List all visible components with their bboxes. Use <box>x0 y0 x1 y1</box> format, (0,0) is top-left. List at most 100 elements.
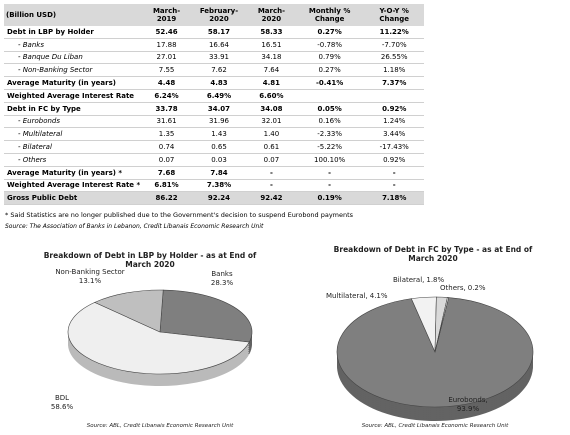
table-cell: 6.60% <box>247 89 295 103</box>
slice-label: Bilateral, <box>393 276 424 284</box>
table-cell: 0.05% <box>294 102 365 116</box>
chart-title: Breakdown of Debt in LBP by Holder - as … <box>44 251 257 269</box>
table-cell: 0.27% <box>294 63 365 78</box>
debt-table: (Billion USD) March-2019 February-2020 Marc… <box>4 4 424 206</box>
table-cell: Average Maturity (in years) <box>4 76 144 90</box>
table-cell: 7.38% <box>189 179 248 193</box>
pie-slice <box>94 289 164 333</box>
table-cell: -5.22% <box>294 140 365 154</box>
table-cell: - Bilateral <box>4 140 144 154</box>
header-cell: February-2020 <box>189 4 248 26</box>
header-cell: Monthly % Change <box>294 4 365 26</box>
chart-source: Source: ABL, Credit Libanais Economic Re… <box>362 423 509 429</box>
table-cell: 0.92% <box>364 102 424 116</box>
table-cell: -0.78% <box>294 38 365 52</box>
pie-slice <box>67 302 250 375</box>
table-row: - Multilateral 1.35 1.43 1.40 -2.33% 3.44% <box>4 127 424 142</box>
table-cell: - <box>364 166 424 180</box>
slice-label: Non-Banking Sector <box>55 268 124 276</box>
slice-value: 28.3% <box>211 279 234 287</box>
table-cell: 33.91 <box>189 51 248 65</box>
table-cell: Weighted Average Interest Rate <box>4 89 144 103</box>
table-row: Average Maturity (in years) * 7.68 7.84- - - <box>4 166 424 180</box>
header-cell: (Billion USD) <box>4 4 144 26</box>
slice-value: 13.1% <box>79 277 102 285</box>
table-row: - Others 0.07 0.03 0.07 100.10% 0.92% <box>4 153 424 167</box>
table-row: - Banks 17.88 16.64 16.51 -0.78% -7.70% <box>4 38 424 52</box>
table-cell: - <box>294 166 365 180</box>
table-cell: 0.79% <box>294 51 365 65</box>
table-cell: 27.01 <box>143 51 190 65</box>
table-row: Weighted Average Interest Rate 6.24% 6.49%… <box>4 89 424 103</box>
table-cell: 7.68 <box>143 166 190 180</box>
slice-label: BDL <box>55 394 69 402</box>
slice-value: 0.2% <box>468 284 486 292</box>
table-cell: 1.18% <box>364 63 424 78</box>
table-cell: 7.84 <box>189 166 248 180</box>
table-cell: 0.07 <box>143 153 190 167</box>
slice-value: 58.6% <box>51 403 74 411</box>
table-cell: 11.22% <box>364 26 424 39</box>
header-cell: Y-O-Y % Change <box>364 4 424 26</box>
table-cell: 7.55 <box>143 63 190 78</box>
table-cell: 7.62 <box>189 63 248 78</box>
table-cell: 34.08 <box>247 102 295 116</box>
table-cell: 0.74 <box>143 140 190 154</box>
footnote: * Said Statistics are no longer publishe… <box>5 211 354 219</box>
table-cell: 17.88 <box>143 38 190 52</box>
table-cell <box>294 89 365 103</box>
header-cell: March-2019 <box>143 4 190 26</box>
table-cell: -0.41% <box>294 76 365 90</box>
table-cell: -2.33% <box>294 127 365 142</box>
table-cell: 52.46 <box>143 26 190 39</box>
table-cell: 0.65 <box>189 140 248 154</box>
table-cell: 31.96 <box>189 115 248 129</box>
table-cell: 6.24% <box>143 89 190 103</box>
table-source: Source: The Association of Banks in Leba… <box>5 223 264 230</box>
table-cell: Weighted Average Interest Rate * <box>4 179 144 193</box>
header-row: (Billion USD) March-2019 February-2020 Marc… <box>4 4 424 26</box>
table-cell: Debt in LBP by Holder <box>4 26 144 39</box>
table-cell: 4.83 <box>189 76 248 90</box>
table-row: Debt in FC by Type 33.78 34.07 34.08 0.05% 0.… <box>4 102 424 116</box>
table-cell: - <box>294 179 365 193</box>
table-cell: 4.81 <box>247 76 295 90</box>
table-cell: 58.17 <box>189 26 248 39</box>
table-row: Debt in LBP by Holder 52.46 58.17 58.33 0.27… <box>4 26 424 39</box>
table-row: Weighted Average Interest Rate * 6.81% 7.3… <box>4 179 424 193</box>
pie-slice <box>434 297 450 353</box>
slice-value: 4.1% <box>370 292 388 300</box>
pie-slice <box>336 297 534 408</box>
pie-slice <box>159 289 253 343</box>
table-cell: 1.24% <box>364 115 424 129</box>
table-cell: 34.18 <box>247 51 295 65</box>
table-row: - Banque Du Liban 27.01 33.91 34.18 0.79% 26.… <box>4 51 424 65</box>
table-cell: 1.43 <box>189 127 248 142</box>
table-cell: -7.70% <box>364 38 424 52</box>
slice-label: Others, <box>440 284 466 292</box>
slice-label: Eurobonds, <box>448 396 487 404</box>
table-cell: Gross Public Debt <box>4 191 144 206</box>
table-cell: 0.16% <box>294 115 365 129</box>
table-row: - Bilateral 0.74 0.65 0.61 -5.22% -17.43% <box>4 140 424 154</box>
table-cell: - Eurobonds <box>4 115 144 129</box>
table-cell: 92.42 <box>247 191 295 206</box>
table-cell: 100.10% <box>294 153 365 167</box>
table-cell: - Banque Du Liban <box>4 51 144 65</box>
table-cell <box>364 89 424 103</box>
table-cell: 3.44% <box>364 127 424 142</box>
table-cell: 34.07 <box>189 102 248 116</box>
table-cell: 0.92% <box>364 153 424 167</box>
table-row: - Eurobonds 31.61 31.96 32.01 0.16% 1.24% <box>4 115 424 129</box>
table-cell: 16.51 <box>247 38 295 52</box>
table-cell: - <box>247 166 295 180</box>
table-cell: - <box>247 179 295 193</box>
table-cell: 0.07 <box>247 153 295 167</box>
table-cell: 6.49% <box>189 89 248 103</box>
table-cell: 6.81% <box>143 179 190 193</box>
table-cell: - Banks <box>4 38 144 52</box>
chart-source: Source: ABL, Credit Libanais Economic Re… <box>87 423 234 429</box>
table-cell: 0.19% <box>294 191 365 206</box>
table-cell: 16.64 <box>189 38 248 52</box>
